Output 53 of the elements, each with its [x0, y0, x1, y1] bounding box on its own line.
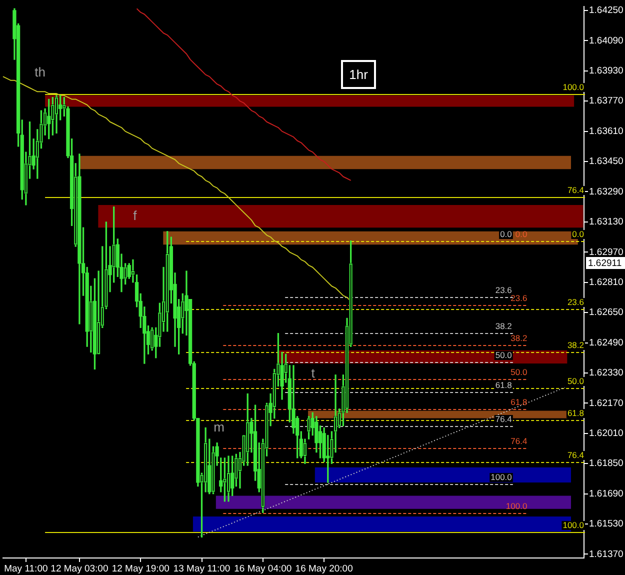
annotation: 76.4 [495, 414, 512, 424]
annotation: 38.2 [495, 321, 512, 332]
y-tick-label: 1.63770 [589, 96, 624, 107]
x-tick-label: 13 May 11:00 [173, 563, 230, 574]
y-tick-label: 1.62490 [589, 337, 624, 348]
annotation: 1.62911 [588, 258, 622, 270]
band-label: f [133, 208, 138, 223]
y-tick-label: 1.61690 [589, 488, 624, 500]
annotation: 76.4 [567, 450, 584, 460]
annotation: 100.0 [506, 501, 528, 512]
annotation: th [34, 64, 46, 80]
annotation: 0.0 [500, 229, 512, 240]
y-tick-label: 1.61850 [589, 458, 624, 470]
annotation: 0.0 [572, 229, 584, 240]
annotation: 50.0 [567, 376, 584, 386]
text: 1hr [349, 67, 369, 82]
y-tick-label: 1.61530 [589, 518, 624, 530]
y-tick-label: 1.63130 [589, 216, 624, 228]
y-tick-label: 1.64250 [589, 5, 624, 16]
y-tick-label: 1.63450 [589, 156, 624, 168]
y-tick-label: 1.62010 [589, 428, 624, 440]
annotation: 23.6 [510, 293, 528, 304]
annotation: 61.8 [495, 380, 512, 390]
annotation: 23.6 [495, 285, 512, 296]
y-tick-label: 1.62330 [589, 368, 624, 379]
x-tick-label: 16 May 20:00 [295, 563, 353, 574]
annotation: 61.8 [510, 397, 528, 408]
x-tick-label: 12 May 19:00 [112, 563, 170, 574]
y-tick-label: 1.63610 [589, 126, 624, 137]
annotation: t [311, 366, 316, 381]
annotation: 100.0 [490, 472, 512, 482]
annotation: 23.6 [567, 297, 584, 308]
y-tick-label: 1.62170 [589, 398, 624, 409]
annotation: m [214, 420, 224, 435]
y-tick-label: 1.64090 [589, 35, 624, 46]
annotation: 61.8 [567, 408, 584, 418]
x-tick-label: 12 May 03:00 [50, 563, 108, 574]
annotation: 50.0 [510, 367, 528, 378]
annotation: 50.0 [495, 350, 512, 360]
x-tick-label: May 11:00 [4, 563, 48, 574]
y-tick-label: 1.62970 [589, 246, 624, 258]
x-tick-label: 16 May 04:00 [234, 563, 292, 574]
annotation: 38.2 [510, 333, 528, 344]
annotation: 100.0 [562, 520, 584, 530]
annotation: 100.0 [562, 82, 584, 92]
y-tick-label: 1.63930 [589, 66, 624, 77]
annotation: 76.4 [567, 185, 584, 196]
y-tick-label: 1.61370 [589, 548, 624, 560]
y-tick-label: 1.62810 [589, 276, 624, 288]
annotation: 38.2 [567, 340, 584, 350]
y-tick-label: 1.62650 [589, 307, 624, 318]
y-tick-label: 1.63290 [589, 186, 624, 198]
annotation: 76.4 [510, 436, 528, 446]
